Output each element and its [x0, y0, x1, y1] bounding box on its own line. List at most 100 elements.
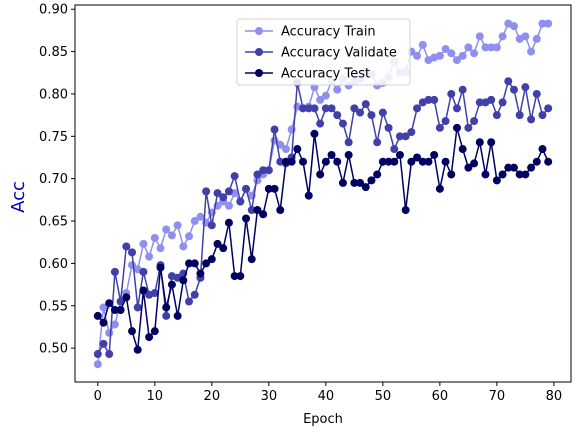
data-point [316, 170, 325, 179]
data-point [538, 145, 547, 154]
legend-marker [255, 69, 263, 77]
data-point [492, 176, 501, 185]
data-point [544, 157, 553, 166]
data-point [344, 150, 353, 159]
data-point [185, 259, 194, 268]
data-point [99, 318, 108, 327]
data-point [521, 32, 530, 41]
data-point [492, 43, 501, 52]
data-point [162, 303, 171, 312]
data-point [93, 311, 102, 320]
data-point [93, 350, 102, 359]
legend: Accuracy Train Accuracy Validate Accuracy … [236, 18, 411, 86]
data-point [515, 111, 524, 120]
data-point [338, 119, 347, 128]
data-point [532, 157, 541, 166]
data-point [133, 303, 142, 312]
data-point [401, 132, 410, 141]
data-point [509, 163, 518, 172]
x-tick-label: 10 [147, 389, 164, 404]
data-point [538, 19, 547, 28]
data-point [150, 233, 159, 242]
data-point [128, 248, 137, 257]
data-point [521, 83, 530, 92]
data-point [105, 350, 114, 359]
data-point [492, 111, 501, 120]
data-point [139, 267, 148, 276]
data-point [475, 32, 484, 41]
data-point [321, 104, 330, 113]
data-point [99, 339, 108, 348]
data-point [441, 117, 450, 126]
data-point [435, 51, 444, 60]
data-point [447, 89, 456, 98]
legend-box [236, 18, 411, 86]
data-point [532, 89, 541, 98]
data-point [179, 276, 188, 285]
data-point [133, 345, 142, 354]
data-point [202, 187, 211, 196]
data-point [527, 115, 536, 124]
data-point [293, 145, 302, 154]
data-point [527, 47, 536, 56]
data-point [390, 145, 399, 154]
data-point [464, 123, 473, 132]
legend-marker [255, 27, 263, 35]
data-point [213, 189, 222, 198]
data-point [504, 163, 513, 172]
series-accuracy-validate [93, 77, 553, 359]
data-point [287, 157, 296, 166]
data-point [356, 178, 365, 187]
data-point [498, 98, 507, 107]
x-tick-label: 20 [204, 389, 221, 404]
data-point [338, 178, 347, 187]
data-point [430, 95, 439, 104]
data-point [316, 119, 325, 128]
data-point [190, 217, 199, 226]
data-point [413, 153, 422, 162]
data-point [498, 170, 507, 179]
data-point [447, 49, 456, 58]
x-tick-label: 0 [94, 389, 102, 404]
data-point [487, 43, 496, 52]
data-point [532, 34, 541, 43]
data-point [247, 255, 256, 264]
data-point [190, 259, 199, 268]
y-tick-label: 0.90 [39, 3, 68, 18]
y-tick-label: 0.85 [39, 45, 68, 60]
data-point [344, 138, 353, 147]
data-point [424, 157, 433, 166]
data-point [407, 157, 416, 166]
data-point [384, 157, 393, 166]
data-point [333, 85, 342, 94]
data-point [236, 272, 245, 281]
data-point [498, 32, 507, 41]
legend-label: Accuracy Train [281, 25, 376, 40]
data-point [247, 206, 256, 215]
data-point [367, 111, 376, 120]
data-point [373, 138, 382, 147]
data-point [110, 267, 119, 276]
data-point [509, 85, 518, 94]
data-point [321, 157, 330, 166]
data-point [139, 286, 148, 295]
data-point [281, 157, 290, 166]
data-point [173, 221, 182, 230]
data-point [116, 305, 125, 314]
data-point [145, 333, 154, 342]
data-point [361, 100, 370, 109]
data-point [150, 327, 159, 336]
data-point [504, 77, 513, 86]
data-point [310, 129, 319, 138]
data-point [224, 187, 233, 196]
data-point [395, 150, 404, 159]
data-point [378, 108, 387, 117]
data-point [390, 157, 399, 166]
data-point [395, 132, 404, 141]
data-point [105, 328, 114, 337]
y-axis: 0.50 0.55 0.60 0.65 0.70 0.75 0.80 0.85 0.90 [39, 3, 75, 357]
legend-label: Accuracy Validate [281, 46, 397, 61]
data-point [190, 290, 199, 299]
data-point [139, 239, 148, 248]
legend-item: Accuracy Test [245, 67, 370, 82]
